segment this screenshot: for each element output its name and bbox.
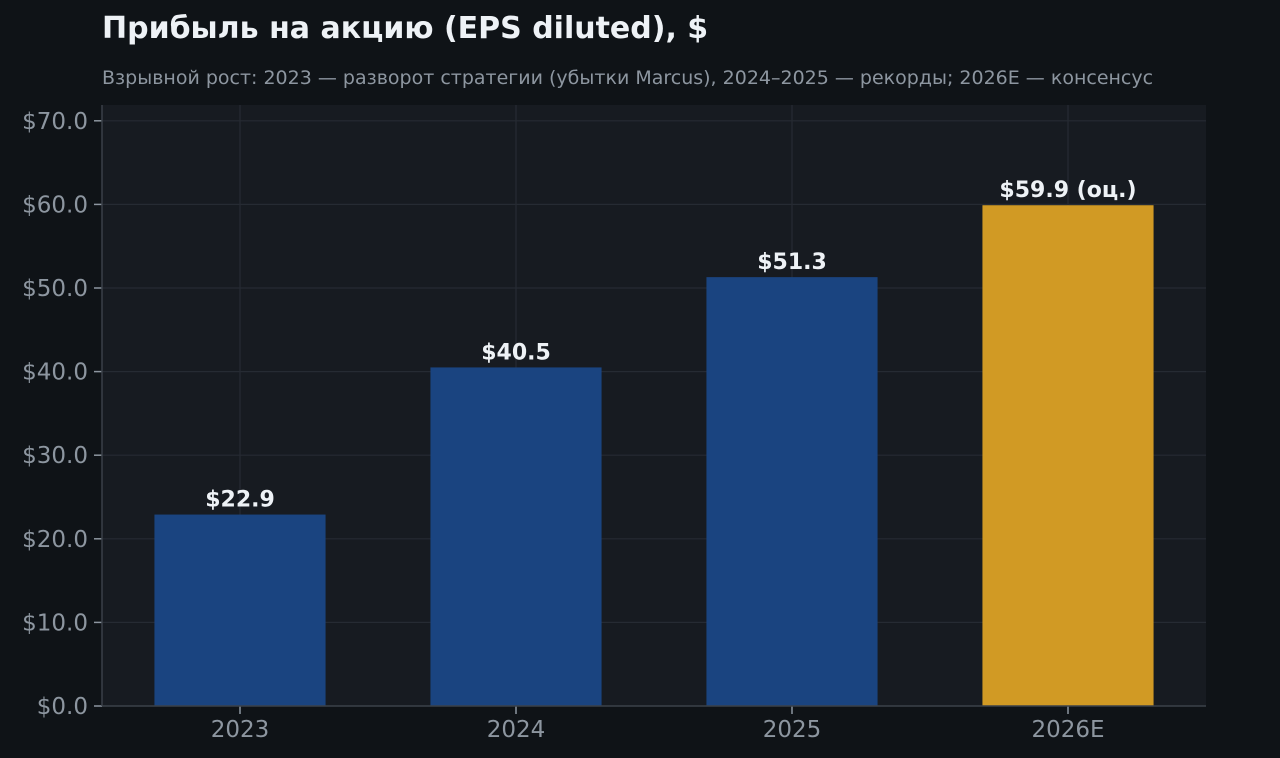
axes: $0.0 $10.0 $20.0 $30.0 $40.0 $50.0 $60.0 $70.0 2…: [22, 105, 1206, 743]
x-tick-label: 2025: [763, 717, 822, 743]
bar-2026e: [982, 205, 1154, 706]
bar-value-label: $59.9 (оц.): [999, 178, 1136, 203]
y-tick-label: $30.0: [22, 443, 88, 469]
bar-2023: [154, 514, 326, 706]
chart-subtitle: Взрывной рост: 2023 — разворот стратегии…: [102, 67, 1153, 89]
bar-value-label: $22.9: [205, 488, 275, 513]
bar-value-labels: $22.9 $40.5 $51.3 $59.9 (оц.): [205, 178, 1136, 512]
x-tick-label: 2024: [487, 717, 546, 743]
y-tick-label: $70.0: [22, 109, 88, 135]
y-tick-label: $20.0: [22, 527, 88, 553]
bar-value-label: $51.3: [757, 250, 827, 275]
x-tick-label: 2023: [211, 717, 270, 743]
bar-2024: [430, 367, 602, 706]
y-tick-label: $50.0: [22, 276, 88, 302]
bar-value-label: $40.5: [481, 340, 551, 365]
y-tick-label: $10.0: [22, 610, 88, 636]
y-tick-label: $40.0: [22, 360, 88, 386]
x-tick-label: 2026E: [1031, 717, 1104, 743]
bar-2025: [706, 277, 878, 706]
chart-title: Прибыль на акцию (EPS diluted), $: [102, 11, 708, 46]
y-tick-label: $60.0: [22, 192, 88, 218]
bars: [154, 205, 1154, 706]
y-tick-label: $0.0: [37, 694, 88, 720]
